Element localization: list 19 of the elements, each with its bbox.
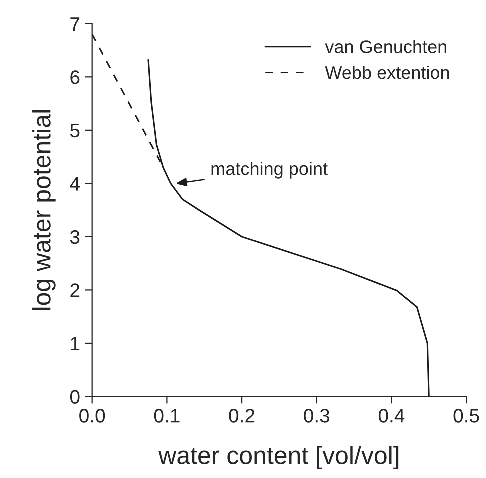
x-tick-label: 0.1 [154, 409, 180, 423]
y-axis-title: log water potential [32, 110, 56, 310]
x-tick-label: 0.4 [378, 409, 405, 423]
legend-label: Webb extention [325, 66, 450, 80]
y-tick-label: 7 [70, 18, 80, 31]
x-tick-label: 0.5 [454, 409, 480, 423]
y-tick-label: 3 [70, 230, 80, 244]
legend-label: van Genuchten [325, 40, 446, 54]
y-tick-label: 6 [70, 70, 80, 84]
y-tick-label: 5 [70, 124, 80, 138]
x-axis-title: water content [vol/vol] [158, 446, 399, 470]
y-tick-label: 0 [70, 390, 80, 404]
x-tick-label: 0.2 [229, 409, 255, 423]
x-tick-label: 0.0 [80, 409, 106, 423]
y-tick-label: 4 [70, 177, 80, 191]
y-tick-label: 2 [70, 284, 80, 298]
x-tick-label: 0.3 [304, 409, 330, 423]
y-tick-label: 1 [71, 337, 80, 351]
annotation: matching point [212, 162, 328, 179]
